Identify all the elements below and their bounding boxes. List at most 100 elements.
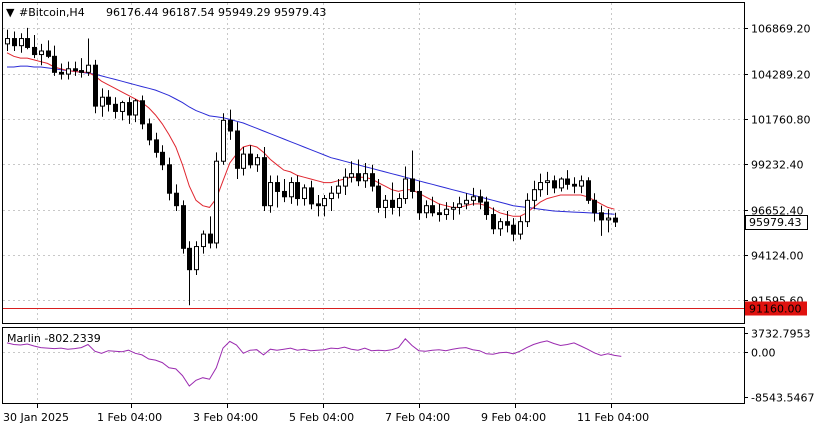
candle[interactable]	[295, 175, 300, 206]
candle[interactable]	[451, 202, 456, 220]
candle[interactable]	[66, 61, 71, 80]
candle[interactable]	[309, 180, 314, 210]
candle[interactable]	[613, 212, 618, 227]
candle[interactable]	[113, 97, 118, 119]
candle[interactable]	[586, 177, 591, 204]
bullish-candle-body	[579, 180, 584, 187]
candle[interactable]	[410, 150, 415, 199]
candle[interactable]	[356, 159, 361, 187]
candle[interactable]	[559, 177, 564, 192]
candle[interactable]	[424, 200, 429, 219]
candle[interactable]	[289, 177, 294, 204]
time-axis[interactable]: 30 Jan 2025 1 Feb 04:00 3 Feb 04:00 5 Feb 0…	[3, 404, 649, 424]
candle[interactable]	[140, 95, 145, 130]
candle[interactable]	[403, 166, 408, 204]
candle[interactable]	[248, 145, 253, 169]
candle[interactable]	[127, 97, 132, 124]
candle[interactable]	[592, 193, 597, 222]
candle[interactable]	[329, 186, 334, 211]
main-chart-panel[interactable]	[2, 2, 745, 324]
candle[interactable]	[59, 63, 64, 80]
candle[interactable]	[120, 100, 125, 121]
candle[interactable]	[484, 196, 489, 220]
candle[interactable]	[167, 157, 172, 201]
candle[interactable]	[201, 230, 206, 254]
candle[interactable]	[518, 216, 523, 240]
candle[interactable]	[79, 58, 84, 78]
candle[interactable]	[397, 193, 402, 217]
candle[interactable]	[228, 109, 233, 140]
candle[interactable]	[349, 161, 354, 183]
candle[interactable]	[437, 203, 442, 222]
candle[interactable]	[538, 173, 543, 197]
candle[interactable]	[579, 175, 584, 194]
candle[interactable]	[194, 241, 199, 275]
candle[interactable]	[383, 195, 388, 219]
candle[interactable]	[106, 90, 111, 112]
candle[interactable]	[221, 113, 226, 165]
candle[interactable]	[160, 145, 165, 171]
candle[interactable]	[275, 175, 280, 208]
candle[interactable]	[147, 118, 152, 146]
candle[interactable]	[46, 40, 51, 59]
candle[interactable]	[181, 200, 186, 254]
candle[interactable]	[154, 132, 159, 158]
candle[interactable]	[498, 218, 503, 236]
price-axis[interactable]: 106869.20 104289.20 101760.80 99232.40 96652…	[744, 23, 811, 308]
candle[interactable]	[39, 43, 44, 66]
candle[interactable]	[5, 29, 10, 51]
candle[interactable]	[282, 179, 287, 203]
candle[interactable]	[491, 207, 496, 235]
candle[interactable]	[235, 122, 240, 179]
candle[interactable]	[606, 209, 611, 233]
candle[interactable]	[187, 241, 192, 306]
candle[interactable]	[599, 205, 604, 236]
candle[interactable]	[532, 180, 537, 210]
candle[interactable]	[322, 195, 327, 217]
bearish-candle-body	[12, 38, 17, 47]
candle[interactable]	[552, 175, 557, 194]
candle[interactable]	[471, 187, 476, 206]
candle[interactable]	[478, 189, 483, 210]
candle[interactable]	[545, 171, 550, 195]
candle[interactable]	[444, 202, 449, 220]
candle[interactable]	[572, 177, 577, 194]
candle[interactable]	[343, 168, 348, 195]
candle[interactable]	[505, 211, 510, 233]
candle[interactable]	[390, 182, 395, 215]
candle[interactable]	[133, 99, 138, 123]
candle[interactable]	[376, 179, 381, 213]
candle[interactable]	[208, 216, 213, 249]
candle[interactable]	[93, 59, 98, 114]
candle[interactable]	[255, 154, 260, 172]
candle[interactable]	[464, 193, 469, 210]
candle[interactable]	[417, 180, 422, 220]
candle[interactable]	[363, 163, 368, 188]
candle[interactable]	[370, 164, 375, 192]
candle[interactable]	[32, 35, 37, 59]
candle[interactable]	[73, 61, 78, 76]
candle[interactable]	[457, 196, 462, 215]
candles[interactable]	[5, 27, 618, 306]
candle[interactable]	[86, 38, 91, 76]
candle[interactable]	[19, 33, 24, 53]
candle[interactable]	[511, 218, 516, 242]
candle[interactable]	[565, 170, 570, 190]
chart-menu-icon[interactable]: ▼	[6, 6, 15, 19]
candle[interactable]	[262, 147, 267, 211]
indicator-panel[interactable]	[2, 327, 745, 404]
candle[interactable]	[336, 179, 341, 199]
candle[interactable]	[214, 152, 219, 249]
candle[interactable]	[12, 31, 17, 51]
candle[interactable]	[174, 184, 179, 211]
candle[interactable]	[52, 45, 57, 76]
candle[interactable]	[302, 184, 307, 206]
candle[interactable]	[241, 147, 246, 176]
candle[interactable]	[268, 175, 273, 213]
candle[interactable]	[525, 193, 530, 227]
candle[interactable]	[25, 27, 30, 50]
candle[interactable]	[430, 196, 435, 217]
candle[interactable]	[316, 195, 321, 217]
candle[interactable]	[100, 88, 105, 117]
